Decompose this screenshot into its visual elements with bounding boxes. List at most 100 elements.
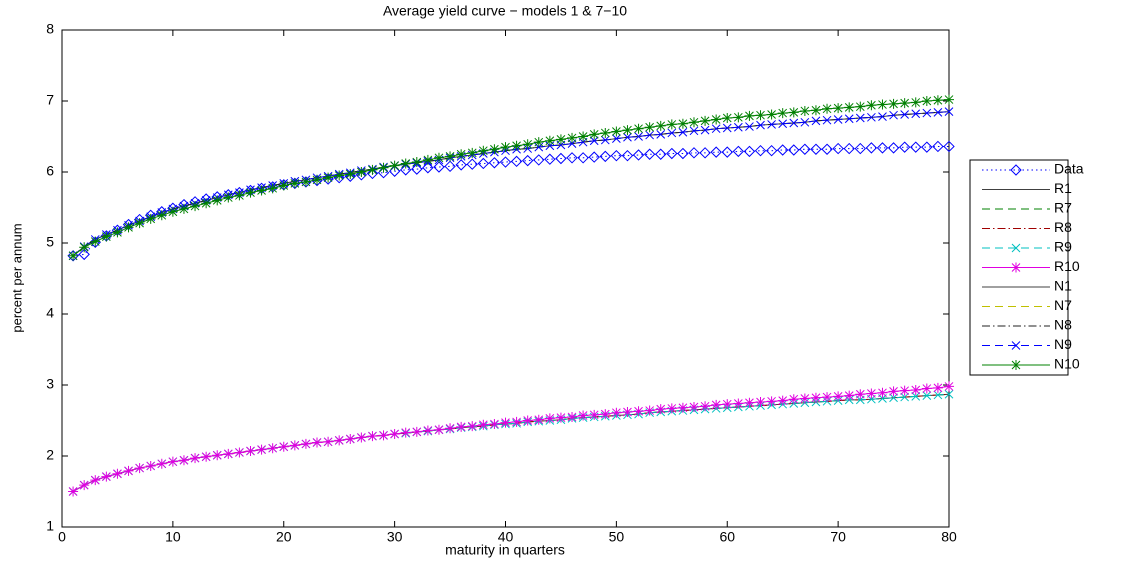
x-tick-label: 80 [941, 529, 957, 545]
data-marker [843, 142, 855, 155]
data-marker [776, 144, 789, 156]
data-marker [711, 124, 721, 134]
data-marker [711, 399, 722, 410]
data-marker [810, 105, 821, 116]
data-marker [599, 150, 611, 163]
data-marker [666, 403, 677, 414]
data-marker [433, 161, 445, 173]
data-marker [567, 132, 578, 143]
data-marker [212, 195, 223, 206]
data-marker [433, 424, 444, 435]
x-tick-label: 30 [387, 529, 403, 545]
data-marker [677, 147, 689, 160]
data-marker [68, 250, 79, 261]
data-marker [589, 136, 599, 146]
data-marker [223, 192, 234, 203]
x-tick-label: 40 [498, 529, 514, 545]
data-marker [766, 396, 777, 407]
data-marker [667, 128, 677, 138]
y-tick-label: 8 [46, 21, 54, 37]
legend-label: N1 [1054, 278, 1072, 294]
data-marker [899, 385, 910, 396]
data-marker [799, 393, 810, 404]
data-marker [822, 115, 832, 125]
legend-marker [1011, 262, 1021, 273]
data-marker [789, 118, 799, 128]
data-marker [510, 155, 523, 168]
data-marker [722, 113, 733, 124]
data-marker [700, 125, 710, 135]
data-marker [844, 102, 855, 113]
data-marker [677, 118, 688, 129]
data-marker [733, 398, 744, 409]
data-marker [134, 463, 145, 474]
data-marker [688, 147, 700, 159]
data-marker [844, 114, 854, 124]
data-marker [234, 447, 245, 458]
data-marker [500, 142, 511, 153]
data-marker [699, 147, 711, 159]
data-marker [499, 156, 512, 168]
data-marker [444, 160, 456, 173]
data-marker [889, 110, 898, 120]
y-tick-label: 1 [46, 518, 54, 534]
data-marker [644, 122, 655, 133]
data-marker [788, 107, 799, 118]
data-marker [722, 399, 733, 410]
data-marker [589, 129, 600, 140]
data-marker [765, 144, 778, 157]
data-marker [467, 147, 478, 158]
data-marker [533, 137, 544, 148]
data-marker [732, 145, 745, 158]
legend-label: R10 [1054, 258, 1080, 274]
data-marker [688, 117, 699, 128]
data-marker [123, 222, 134, 233]
data-marker [633, 406, 644, 417]
series-line [72, 393, 950, 492]
data-marker [866, 100, 877, 111]
data-marker [933, 108, 943, 117]
data-marker [488, 157, 501, 169]
data-marker [900, 392, 910, 402]
x-tick-label: 70 [830, 529, 846, 545]
data-marker [922, 108, 932, 118]
data-marker [345, 169, 356, 180]
data-marker [101, 471, 112, 482]
data-marker [866, 388, 877, 399]
data-marker [489, 419, 500, 430]
data-marker [101, 231, 112, 242]
data-marker [655, 404, 666, 415]
legend-label: R8 [1054, 219, 1072, 235]
data-marker [456, 149, 467, 160]
data-marker [79, 242, 90, 253]
data-marker [411, 157, 422, 168]
data-marker [612, 134, 621, 143]
data-marker [400, 158, 411, 169]
data-marker [932, 140, 944, 153]
data-marker [822, 103, 833, 114]
data-marker [821, 143, 833, 155]
data-marker [467, 421, 478, 432]
x-tick-label: 20 [276, 529, 292, 545]
data-marker [944, 94, 954, 105]
data-marker [389, 160, 400, 171]
data-marker [855, 101, 866, 112]
data-marker [544, 153, 556, 165]
data-marker [411, 426, 422, 437]
data-marker [167, 456, 178, 467]
data-marker [312, 437, 323, 448]
series-line [72, 393, 950, 492]
data-marker [634, 132, 643, 141]
data-marker [678, 127, 688, 137]
data-marker [855, 389, 866, 400]
data-marker [644, 405, 655, 416]
data-marker [899, 98, 910, 109]
legend-marker [1011, 341, 1021, 350]
data-marker [533, 414, 544, 425]
data-marker [167, 206, 178, 217]
data-marker [877, 99, 888, 110]
data-marker [566, 152, 578, 164]
data-marker [900, 110, 910, 119]
data-marker [366, 167, 379, 180]
data-marker [588, 151, 600, 163]
